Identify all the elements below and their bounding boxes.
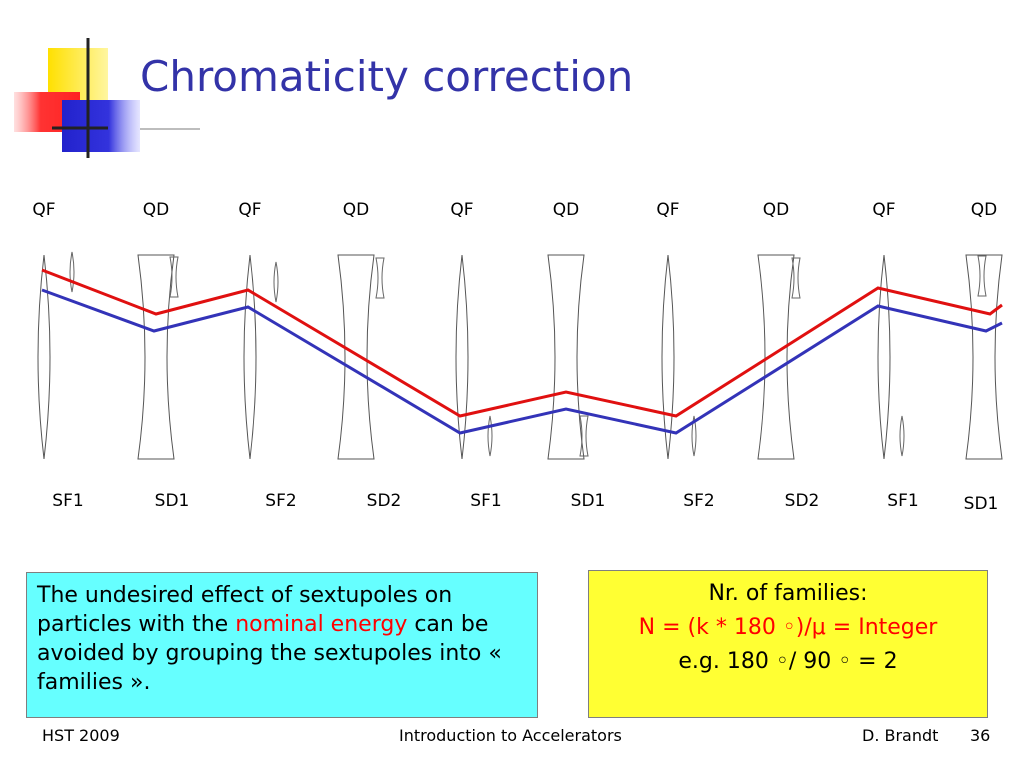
defocusing-sextupole	[791, 257, 801, 299]
focusing-quadrupole	[243, 254, 257, 460]
focusing-sextupole	[691, 415, 697, 457]
families-example: e.g. 180 ◦/ 90 ◦ = 2	[678, 649, 898, 674]
page-title: Chromaticity correction	[140, 52, 634, 101]
defocusing-quadrupole	[137, 254, 175, 460]
explanation-box: The undesired effect of sextupoles on pa…	[26, 572, 538, 718]
sextupole-label: SD1	[570, 491, 606, 511]
defocusing-sextupole	[375, 257, 385, 299]
defocusing-quadrupole	[337, 254, 375, 460]
quadrupole-label: QF	[32, 200, 56, 220]
defocusing-quadrupole	[757, 254, 795, 460]
quadrupole-label: QF	[450, 200, 474, 220]
quadrupole-label: QF	[872, 200, 896, 220]
sextupole-label: SF1	[470, 491, 502, 511]
defocusing-quadrupole	[547, 254, 585, 460]
nominal-energy-highlight: nominal energy	[235, 612, 408, 637]
sextupole-label: SD1	[963, 494, 999, 514]
quadrupole-label: QF	[238, 200, 262, 220]
sextupole-label: SF2	[683, 491, 715, 511]
quadrupole-label: QD	[552, 200, 580, 220]
focusing-sextupole	[487, 415, 493, 457]
sextupole-label: SF2	[265, 491, 297, 511]
defocusing-sextupole	[977, 255, 987, 297]
footer-author: D. Brandt	[862, 726, 939, 745]
defocusing-sextupole	[579, 415, 589, 457]
focusing-sextupole	[273, 261, 279, 303]
sextupole-label: SD2	[366, 491, 402, 511]
focusing-quadrupole	[37, 254, 51, 460]
quadrupole-label: QF	[656, 200, 680, 220]
quadrupole-label: QD	[970, 200, 998, 220]
footer-course: Introduction to Accelerators	[399, 726, 622, 745]
sextupole-label: SD1	[154, 491, 190, 511]
focusing-quadrupole	[877, 254, 891, 460]
families-formula: N = (k * 180 ◦)/μ = Integer	[638, 615, 938, 640]
quadrupole-label: QD	[342, 200, 370, 220]
sextupole-label: SF1	[887, 491, 919, 511]
lattice-diagram	[37, 251, 1003, 460]
orbit-blue-line	[41, 288, 1003, 435]
families-box: Nr. of families: N = (k * 180 ◦)/μ = Int…	[588, 570, 988, 718]
focusing-sextupole	[69, 251, 75, 293]
focusing-sextupole	[899, 415, 905, 457]
defocusing-sextupole	[169, 256, 179, 298]
families-heading: Nr. of families:	[708, 581, 868, 606]
focusing-quadrupole	[455, 254, 469, 460]
explanation-text-start: The undesired effect of sextupoles on pa…	[37, 583, 453, 637]
sextupole-label: SD2	[784, 491, 820, 511]
logo-graphic	[14, 38, 200, 158]
footer-page-number: 36	[970, 726, 991, 745]
focusing-quadrupole	[661, 254, 675, 460]
quadrupole-label: QD	[762, 200, 790, 220]
sextupole-label: SF1	[52, 491, 84, 511]
orbit-red-line	[41, 268, 1003, 418]
quadrupole-label: QD	[142, 200, 170, 220]
explanation-text-end: can be avoided by grouping the sextupole…	[37, 612, 502, 695]
footer-event: HST 2009	[42, 726, 120, 745]
